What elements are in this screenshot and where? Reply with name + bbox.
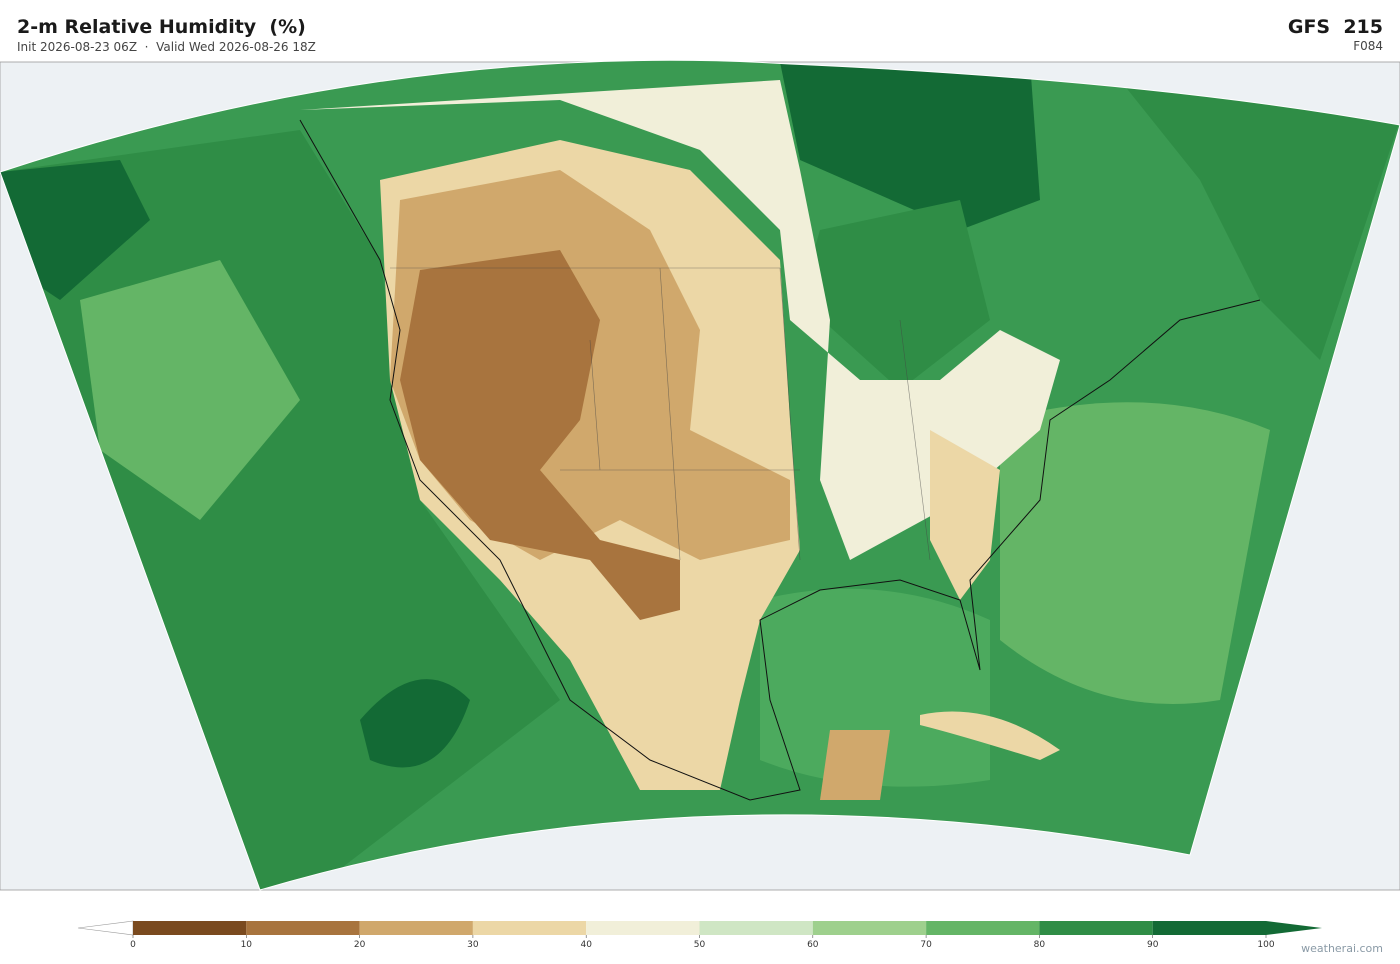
map-subtitle: Init 2026-08-23 06Z · Valid Wed 2026-08-… [17,40,316,54]
coastline [299,119,1261,801]
colorbar-segment [359,921,473,935]
colorbar-tick-label: 40 [580,940,592,950]
colorbar-tick-label: 0 [130,940,136,950]
colorbar-tick-label: 80 [1034,940,1046,950]
colorbar-tick-label: 100 [1257,940,1274,950]
colorbar-segment [586,921,700,935]
colorbar-segment [812,921,927,935]
colorbar-segment [926,921,1040,935]
model-label: GFS 215 [1287,16,1383,38]
colorbar: 0 10 20 30 40 50 60 70 80 90 100 [77,920,1322,950]
colorbar-segment [133,921,247,935]
credit: weatherai.com [1301,942,1383,955]
colorbar-segment [699,921,813,935]
colorbar-segment [472,921,587,935]
domain-edge [0,59,1400,891]
humidity-field [0,60,1400,891]
map-title: 2-m Relative Humidity (%) [17,16,306,38]
state-borders [390,267,931,561]
colorbar-over [1266,921,1322,935]
colorbar-tick-label: 70 [920,940,932,950]
colorbar-under [77,920,134,936]
colorbar-segment [246,921,360,935]
colorbar-tick-label: 50 [694,940,706,950]
colorbar-tick-label: 90 [1147,940,1159,950]
colorbar-segment [1039,921,1153,935]
colorbar-segment [1152,921,1266,935]
forecast-hour: F084 [1353,39,1383,53]
colorbar-tick-label: 20 [354,940,366,950]
colorbar-tick-label: 60 [807,940,819,950]
colorbar-tick-label: 30 [467,940,479,950]
colorbar-tick-label: 10 [241,940,253,950]
